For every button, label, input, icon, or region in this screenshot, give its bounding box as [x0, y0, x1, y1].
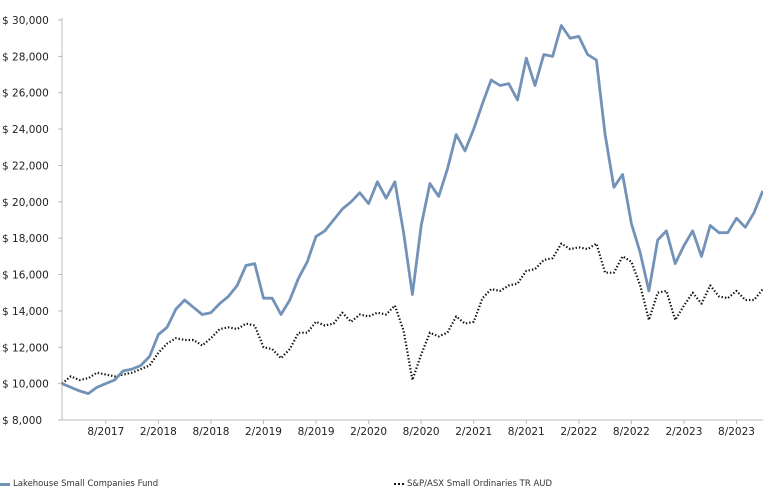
legend-label-index: S&P/ASX Small Ordinaries TR AUD: [407, 479, 553, 489]
y-tick-label: $ 16,000: [2, 270, 49, 282]
legend-swatch-fund: [0, 482, 10, 486]
y-tick-label: $ 18,000: [2, 233, 49, 245]
y-tick-label: $ 24,000: [2, 124, 49, 136]
x-tick-label: 2/2021: [455, 426, 492, 438]
y-tick-label: $ 20,000: [2, 197, 49, 209]
legend-swatch-index: [394, 483, 404, 485]
x-tick-label: 8/2017: [87, 426, 124, 438]
series-line-fund: [61, 24, 763, 396]
legend-item-index: S&P/ASX Small Ordinaries TR AUD: [394, 477, 552, 491]
y-tick-label: $ 28,000: [2, 51, 49, 63]
y-tick-label: $ 8,000: [2, 415, 42, 427]
x-tick-label: 8/2018: [192, 426, 229, 438]
x-axis: 8/2017 2/2018 8/2018 2/2019 8/2019 2/2020 8/20…: [62, 419, 763, 438]
y-tick-label: $ 12,000: [2, 342, 49, 354]
series-layer: [61, 24, 763, 396]
series-line-index: [61, 242, 763, 385]
x-tick-label: 2/2022: [560, 426, 597, 438]
y-tick-label: $ 10,000: [2, 379, 49, 391]
y-tick-label: $ 22,000: [2, 160, 49, 172]
x-tick-label: 8/2021: [508, 426, 545, 438]
y-tick-label: $ 14,000: [2, 306, 49, 318]
x-tick-label: 2/2020: [350, 426, 387, 438]
x-tick-label: 8/2022: [613, 426, 650, 438]
y-tick-label: $ 26,000: [2, 88, 49, 100]
legend-item-fund: Lakehouse Small Companies Fund: [0, 477, 158, 491]
x-tick-label: 2/2023: [665, 426, 702, 438]
x-tick-label: 2/2018: [140, 426, 177, 438]
x-tick-label: 2/2019: [245, 426, 282, 438]
x-tick-label: 8/2019: [298, 426, 335, 438]
x-tick-label: 8/2020: [403, 426, 440, 438]
x-tick-label: 8/2023: [718, 426, 755, 438]
legend-label-fund: Lakehouse Small Companies Fund: [13, 479, 159, 489]
y-axis: $ 8,000 $ 10,000 $ 12,000 $ 14,000 $ 16,000 $…: [2, 15, 63, 427]
y-tick-label: $ 30,000: [2, 15, 49, 27]
